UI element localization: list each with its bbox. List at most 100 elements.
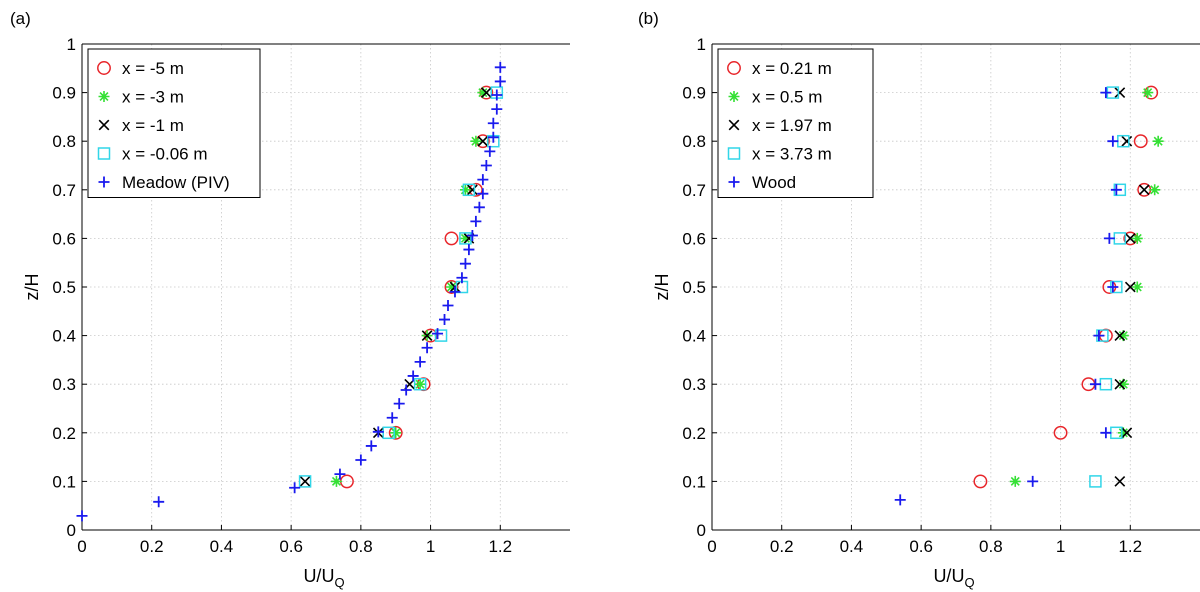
data-point	[1152, 135, 1164, 147]
data-point	[298, 475, 312, 488]
data-point	[442, 299, 454, 311]
data-point	[372, 426, 384, 438]
data-point	[473, 201, 485, 213]
data-point	[355, 454, 367, 466]
legend-marker	[98, 119, 110, 131]
data-point	[1103, 232, 1115, 244]
data-point	[386, 412, 398, 424]
data-point	[76, 510, 88, 522]
data-point	[484, 145, 496, 157]
data-point	[459, 232, 471, 244]
data-point	[894, 494, 906, 506]
data-point	[1107, 281, 1119, 293]
data-point	[407, 370, 419, 382]
data-point	[299, 476, 311, 487]
x-tick-label: 0.8	[349, 537, 373, 556]
data-point	[480, 160, 492, 171]
data-point	[444, 280, 459, 294]
legend-label: Wood	[752, 173, 796, 192]
data-point	[477, 87, 489, 99]
data-point	[1114, 87, 1126, 98]
legend-box	[87, 48, 261, 198]
x-tick-label: 0.6	[909, 537, 933, 556]
data-point	[330, 475, 342, 487]
x-axis-label: U/UQ	[303, 566, 344, 590]
x-tick-label: 0.4	[840, 537, 864, 556]
y-axis-label: z/H	[652, 274, 672, 301]
data-point	[413, 377, 427, 391]
data-point	[434, 329, 448, 342]
data-point	[467, 184, 478, 196]
data-point	[491, 103, 503, 115]
series-x-1-97-m	[1114, 87, 1150, 487]
data-point	[487, 131, 499, 143]
data-point	[463, 244, 475, 256]
data-point	[400, 384, 412, 396]
legend-box	[717, 48, 874, 198]
data-point	[1133, 134, 1148, 149]
data-point	[393, 398, 405, 410]
data-point	[1117, 378, 1129, 390]
y-tick-label: 0.6	[52, 229, 76, 248]
chart-panel-b: (b) 0 0.2 0.4 0.6 0.8 1 1.2 0 0.1 0.2 0.3 0.4 0.5 0.6 0…	[638, 9, 1200, 590]
y-tick-label: 0.5	[52, 278, 76, 297]
data-point	[1121, 135, 1133, 147]
legend-marker	[728, 176, 740, 188]
data-point	[1089, 475, 1102, 488]
data-point	[1117, 427, 1129, 439]
data-point	[462, 183, 476, 197]
data-point	[390, 427, 402, 439]
legend-marker	[727, 147, 741, 160]
x-tick-label: 0	[707, 537, 716, 556]
x-tick-label: 0.4	[210, 537, 234, 556]
data-point	[466, 229, 478, 241]
data-point	[444, 231, 459, 246]
x-tick-label: 0	[77, 537, 86, 556]
data-point	[388, 425, 403, 440]
legend-label: x = 1.97 m	[752, 116, 832, 135]
data-point	[973, 474, 988, 489]
y-tick-label: 0.3	[682, 375, 706, 394]
data-point	[1053, 425, 1068, 440]
y-tick-label: 0.1	[682, 472, 706, 491]
legend-label: x = -3 m	[122, 88, 184, 107]
data-point	[1093, 330, 1105, 342]
series-x-0-5-m	[1009, 87, 1164, 487]
data-point	[421, 342, 433, 354]
data-point	[494, 61, 506, 73]
data-point	[432, 328, 444, 340]
data-point	[1117, 330, 1129, 342]
y-tick-label: 0.9	[682, 84, 706, 103]
data-point	[289, 482, 301, 494]
y-tick-label: 0.3	[52, 375, 76, 394]
y-tick-label: 0.7	[52, 181, 76, 200]
panel-label: (a)	[10, 9, 31, 28]
data-point	[449, 286, 461, 298]
legend: x = -5 m x = -3 m x = -1 m x = -0.06 m Meado…	[87, 48, 261, 198]
data-point	[1110, 184, 1122, 196]
y-tick-label: 0.1	[52, 472, 76, 491]
data-point	[1009, 475, 1021, 487]
data-point	[439, 314, 451, 326]
legend: x = 0.21 m x = 0.5 m x = 1.97 m x = 3.73 m W…	[717, 48, 874, 198]
data-point	[1027, 475, 1039, 487]
data-point	[1089, 378, 1101, 390]
legend-marker	[728, 119, 740, 131]
data-point	[1100, 427, 1112, 439]
y-tick-label: 0.5	[682, 278, 706, 297]
data-point	[1114, 330, 1126, 341]
y-tick-label: 0.2	[682, 424, 706, 443]
data-point	[1100, 87, 1112, 99]
data-point	[1121, 427, 1133, 439]
data-point	[1124, 233, 1136, 244]
chart-panel-a: (a) 0 0.2 0.4 0.6 0.8 1 1.2 0 0.1 0.2 0.3 0.4 0.5 0.6 0…	[10, 9, 570, 590]
series-wood	[894, 87, 1122, 506]
x-tick-label: 1	[426, 537, 435, 556]
data-point	[487, 117, 499, 129]
data-point	[477, 135, 489, 147]
data-point	[459, 232, 472, 245]
legend-marker	[98, 91, 110, 102]
legend-label: x = 0.5 m	[752, 88, 822, 107]
legend-marker	[97, 147, 111, 160]
legend-label: x = -0.06 m	[122, 145, 208, 164]
